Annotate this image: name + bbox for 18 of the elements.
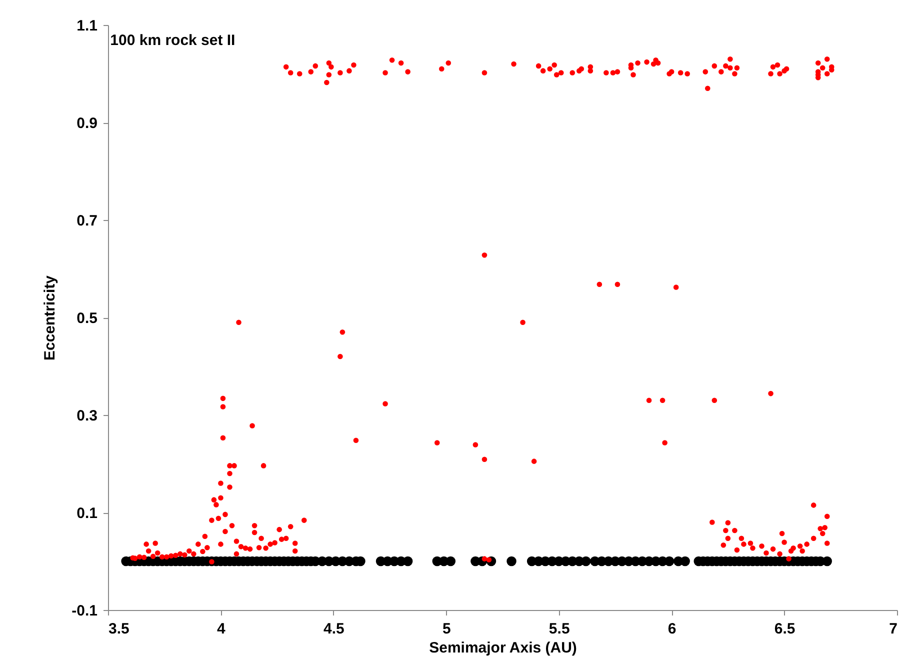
y-tick-label: 0.3 <box>76 408 98 424</box>
chart-title: 100 km rock set II <box>110 32 236 49</box>
x-axis-title: Semimajor Axis (AU) <box>429 640 577 656</box>
y-tick-label: 1.1 <box>76 18 98 34</box>
x-tick-label: 6 <box>668 620 676 638</box>
x-tick-label: 5.5 <box>548 620 570 638</box>
x-tick-label: 7 <box>889 620 898 638</box>
x-tick-label: 3.5 <box>108 620 130 638</box>
y-tick-label: 0.7 <box>76 212 98 230</box>
y-axis-title: Eccentricity <box>42 274 59 361</box>
x-tick-label: 6.5 <box>774 620 796 638</box>
y-tick-label: 0.5 <box>76 310 98 327</box>
y-tick-label: 0.9 <box>76 115 98 132</box>
x-tick-label: 4.5 <box>324 620 344 638</box>
y-tick-label: 0.1 <box>76 505 98 522</box>
y-tick-label: -0.1 <box>72 602 98 620</box>
x-tick-label: 5 <box>442 620 451 638</box>
x-tick-label: 4 <box>217 620 226 638</box>
